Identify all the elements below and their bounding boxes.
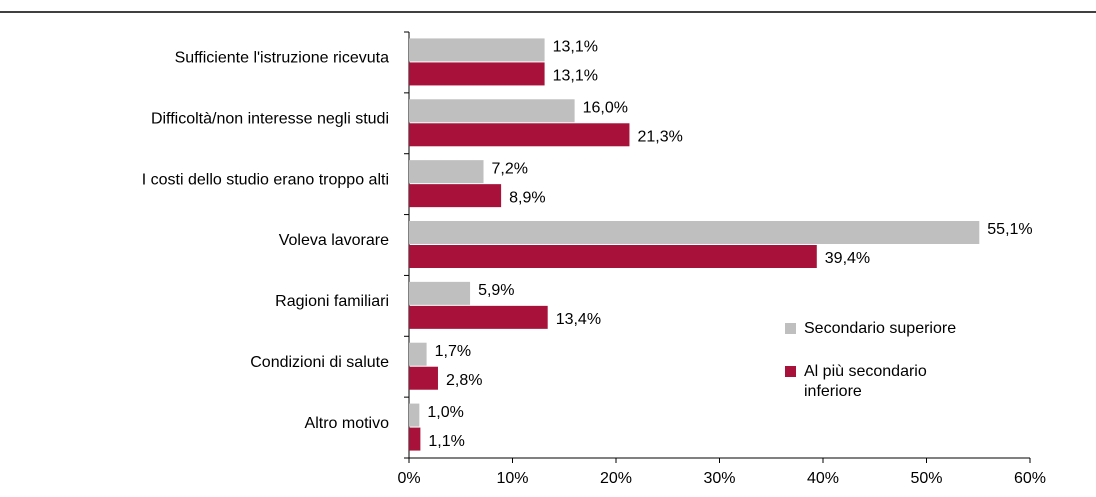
legend-item: Secondario superiore: [785, 319, 974, 339]
y-tick-label: Altro motivo: [305, 415, 390, 432]
x-tick-label: 60%: [1014, 470, 1046, 487]
bar: [409, 366, 438, 390]
x-tick-label: 40%: [807, 470, 839, 487]
x-tick-label: 50%: [910, 470, 942, 487]
value-label: 13,1%: [553, 68, 598, 85]
legend-label: Al più secondario inferiore: [804, 363, 927, 400]
y-tick-label: Ragioni familiari: [275, 293, 389, 310]
bar: [409, 38, 545, 62]
bar: [409, 403, 420, 427]
legend-item: Al più secondario inferiore: [785, 362, 974, 402]
value-label: 16,0%: [583, 100, 628, 117]
bar: [409, 305, 548, 329]
bar: [409, 99, 575, 123]
bar: [409, 245, 817, 268]
x-tick-label: 30%: [703, 470, 735, 487]
value-label: 7,2%: [492, 160, 528, 177]
bar: [409, 123, 630, 147]
value-label: 1,1%: [428, 433, 464, 450]
legend-swatch: [785, 366, 796, 377]
value-label: 2,8%: [446, 372, 482, 389]
bar: [409, 342, 427, 366]
y-tick-label: Sufficiente l'istruzione ricevuta: [175, 50, 390, 67]
y-tick-label: Voleva lavorare: [279, 232, 389, 249]
value-label: 13,4%: [556, 311, 601, 328]
legend-swatch: [785, 323, 796, 334]
value-label: 5,9%: [478, 282, 514, 299]
bar: [409, 427, 421, 451]
value-label: 13,1%: [553, 39, 598, 56]
value-label: 21,3%: [637, 129, 682, 146]
y-tick-label: I costi dello studio erano troppo alti: [142, 171, 389, 188]
x-tick-label: 0%: [397, 470, 420, 487]
bar: [409, 281, 471, 305]
y-tick-label: Condizioni di salute: [250, 354, 389, 371]
bar: [409, 221, 980, 244]
y-tick-label: Difficoltà/non interesse negli studi: [151, 111, 389, 128]
bar: [409, 184, 502, 208]
x-tick-label: 20%: [600, 470, 632, 487]
legend-label: Secondario superiore: [804, 320, 957, 337]
bar: [409, 62, 545, 86]
value-label: 39,4%: [825, 250, 870, 267]
value-label: 1,7%: [435, 343, 471, 360]
value-label: 1,0%: [427, 404, 463, 421]
value-label: 8,9%: [509, 189, 545, 206]
value-label: 55,1%: [987, 221, 1032, 238]
x-tick-label: 10%: [496, 470, 528, 487]
bar: [409, 160, 484, 184]
